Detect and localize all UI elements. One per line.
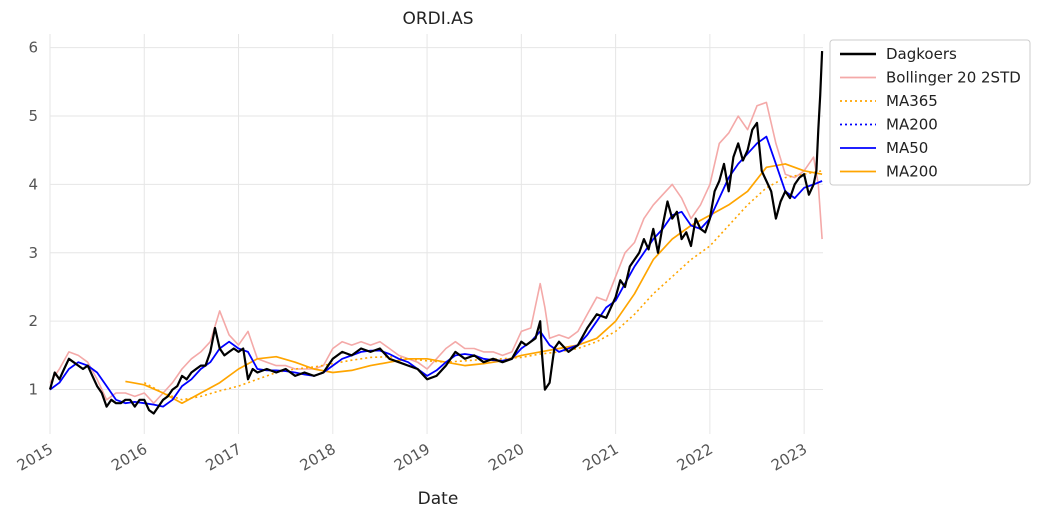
grid-lines [49, 34, 823, 434]
legend-label-5: MA200 [886, 163, 938, 181]
legend-label-3: MA200 [886, 116, 938, 134]
x-axis-label: Date [418, 489, 459, 509]
series-line-1 [49, 101, 823, 405]
y-tick-label: 6 [28, 39, 38, 57]
legend-box [829, 39, 1031, 186]
y-tick-label: 5 [28, 107, 38, 125]
y-tick-label: 2 [28, 312, 38, 330]
legend-label-1: Bollinger 20 2STD [886, 69, 1021, 87]
legend: Dagkoers Bollinger 20 2STD MA365 MA200 MA50 M… [829, 39, 1031, 186]
legend-label-4: MA50 [886, 139, 928, 157]
y-axis-ticks: 1 2 3 4 5 6 [28, 39, 38, 399]
y-tick-label: 1 [28, 381, 38, 399]
series-line-5 [125, 163, 823, 405]
y-tick-label: 3 [28, 244, 38, 262]
y-tick-label: 4 [28, 175, 38, 193]
legend-label-0: Dagkoers [886, 45, 957, 63]
series-lines [48, 51, 824, 415]
chart-title: ORDI.AS [402, 9, 473, 29]
series-line-0 [48, 51, 824, 415]
legend-label-2: MA365 [886, 92, 938, 110]
